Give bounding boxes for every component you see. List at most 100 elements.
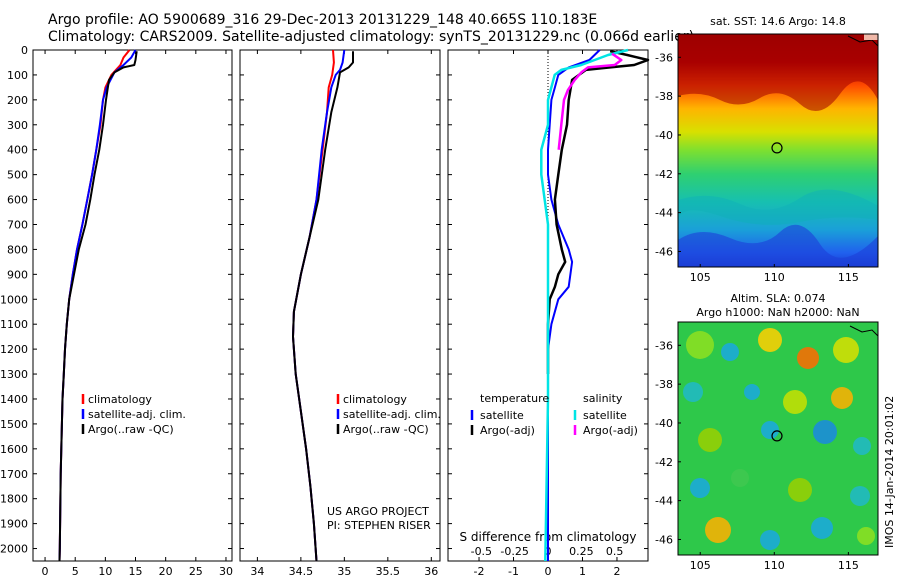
series-line-temperature-satellite xyxy=(547,49,601,561)
legend-heading: salinity xyxy=(583,392,623,405)
series-line-salinity-satellite xyxy=(540,48,629,562)
pressure-tick-label: 500 xyxy=(7,169,28,182)
sst-map-title: sat. SST: 14.6 Argo: 14.8 xyxy=(710,15,846,28)
x-tick-label: 34.5 xyxy=(289,565,314,578)
map-lat-label: -40 xyxy=(655,417,673,430)
x-tick-label: 5 xyxy=(72,565,79,578)
x-tick-label: 34 xyxy=(250,565,264,578)
x-tick-label: -1 xyxy=(508,565,519,578)
pressure-tick-label: 800 xyxy=(7,243,28,256)
map-lat-label: -40 xyxy=(655,129,673,142)
pressure-tick-label: 1500 xyxy=(0,418,28,431)
sst-teal-band xyxy=(678,189,878,225)
legend-label: satellite xyxy=(480,409,524,422)
salinity-diff-tick-label: 0.25 xyxy=(569,545,594,558)
sst-cold-patch xyxy=(678,224,878,267)
map-lon-label: 115 xyxy=(838,271,859,284)
series-line-climatology xyxy=(292,49,335,562)
pressure-tick-label: 0 xyxy=(21,44,28,57)
pressure-tick-label: 400 xyxy=(7,144,28,157)
sla-eddy xyxy=(783,390,807,414)
project-annotation: US ARGO PROJECT xyxy=(327,505,429,518)
legend-label: climatology xyxy=(88,393,152,406)
sla-eddy xyxy=(744,384,760,400)
x-tick-label: 10 xyxy=(98,565,112,578)
sla-eddy xyxy=(788,478,812,502)
x-tick-label: 0 xyxy=(545,565,552,578)
legend-label: Argo(..raw -QC) xyxy=(88,423,174,436)
sla-eddy xyxy=(731,469,749,487)
sla-argo-marker xyxy=(771,430,783,442)
pressure-tick-label: 2000 xyxy=(0,543,28,556)
map-lat-label: -42 xyxy=(655,456,673,469)
pressure-tick-label: 700 xyxy=(7,218,28,231)
sla-map-title-line1: Altim. SLA: 0.074 xyxy=(730,292,825,305)
map-lat-label: -44 xyxy=(655,207,673,220)
legend-label: satellite xyxy=(583,409,627,422)
x-tick-label: 36 xyxy=(424,565,438,578)
imos-timestamp: IMOS 14-Jan-2014 20:01:02 xyxy=(883,396,896,548)
x-tick-label: 30 xyxy=(219,565,233,578)
map-lat-label: -38 xyxy=(655,378,673,391)
plot-title-line2: Climatology: CARS2009. Satellite-adjuste… xyxy=(48,29,695,45)
x-tick-label: 0 xyxy=(42,565,49,578)
pressure-tick-label: 1300 xyxy=(0,368,28,381)
salinity-diff-tick-label: -0.5 xyxy=(471,545,492,558)
map-lat-label: -44 xyxy=(655,495,673,508)
sst-coastline xyxy=(847,35,878,47)
series-line-climatology xyxy=(58,49,131,562)
sla-map: 105 110 115 -36 -38 -40 -42 -44 -46 Altim. SLA: … xyxy=(655,292,879,572)
map-lat-label: -42 xyxy=(655,168,673,181)
x-tick-label: 35.5 xyxy=(376,565,401,578)
map-lat-label: -36 xyxy=(655,339,673,352)
pressure-tick-label: 1100 xyxy=(0,318,28,331)
pressure-tick-label: 600 xyxy=(7,194,28,207)
pressure-tick-label: 1700 xyxy=(0,468,28,481)
x-tick-label: 35 xyxy=(337,565,351,578)
sla-eddy xyxy=(721,343,739,361)
map-lon-label: 115 xyxy=(838,559,859,572)
sla-eddy xyxy=(797,347,819,369)
map-lat-label: -36 xyxy=(655,51,673,64)
pressure-tick-label: 1600 xyxy=(0,443,28,456)
x-tick-label: -2 xyxy=(474,565,485,578)
salinity-diff-tick-label: 0.5 xyxy=(606,545,624,558)
series-line-satellite-adj-clim- xyxy=(292,49,346,562)
sst-warm-front xyxy=(678,34,878,112)
legend-label: Argo(-adj) xyxy=(583,424,638,437)
map-lat-label: -38 xyxy=(655,90,673,103)
sla-eddy xyxy=(683,382,703,402)
series-line-argo-raw-qc- xyxy=(292,51,354,562)
sla-eddy xyxy=(813,420,837,444)
sst-land xyxy=(864,34,878,40)
sla-eddy xyxy=(811,517,833,539)
temperature-axes xyxy=(32,49,233,562)
pressure-tick-label: 1000 xyxy=(0,293,28,306)
sla-eddy xyxy=(760,530,780,550)
sla-coastline xyxy=(849,325,878,337)
x-tick-label: 25 xyxy=(189,565,203,578)
plot-title-line1: Argo profile: AO 5900689_316 29-Dec-2013… xyxy=(48,12,598,28)
map-lat-label: -46 xyxy=(655,245,673,258)
pressure-tick-label: 200 xyxy=(7,94,28,107)
map-lon-label: 105 xyxy=(690,559,711,572)
salinity-diff-tick-label: -0.25 xyxy=(500,545,528,558)
sla-eddy xyxy=(686,331,714,359)
series-line-salinity-argo-adj- xyxy=(557,52,623,150)
sla-map-title-line2: Argo h1000: NaN h2000: NaN xyxy=(696,306,859,319)
series-line-temperature-argo-adj- xyxy=(546,49,650,374)
salinity-axes xyxy=(239,49,441,562)
sla-eddy xyxy=(833,337,859,363)
sla-eddy xyxy=(758,328,782,352)
map-lon-label: 110 xyxy=(764,271,785,284)
x-tick-label: 1 xyxy=(579,565,586,578)
sst-argo-marker xyxy=(771,142,783,154)
map-lat-label: -46 xyxy=(655,533,673,546)
legend-heading: temperature xyxy=(480,392,549,405)
sla-eddy xyxy=(850,486,870,506)
map-lon-label: 110 xyxy=(764,559,785,572)
project-annotation: PI: STEPHEN RISER xyxy=(327,519,431,532)
pressure-tick-label: 1900 xyxy=(0,518,28,531)
sla-eddy xyxy=(853,437,871,455)
